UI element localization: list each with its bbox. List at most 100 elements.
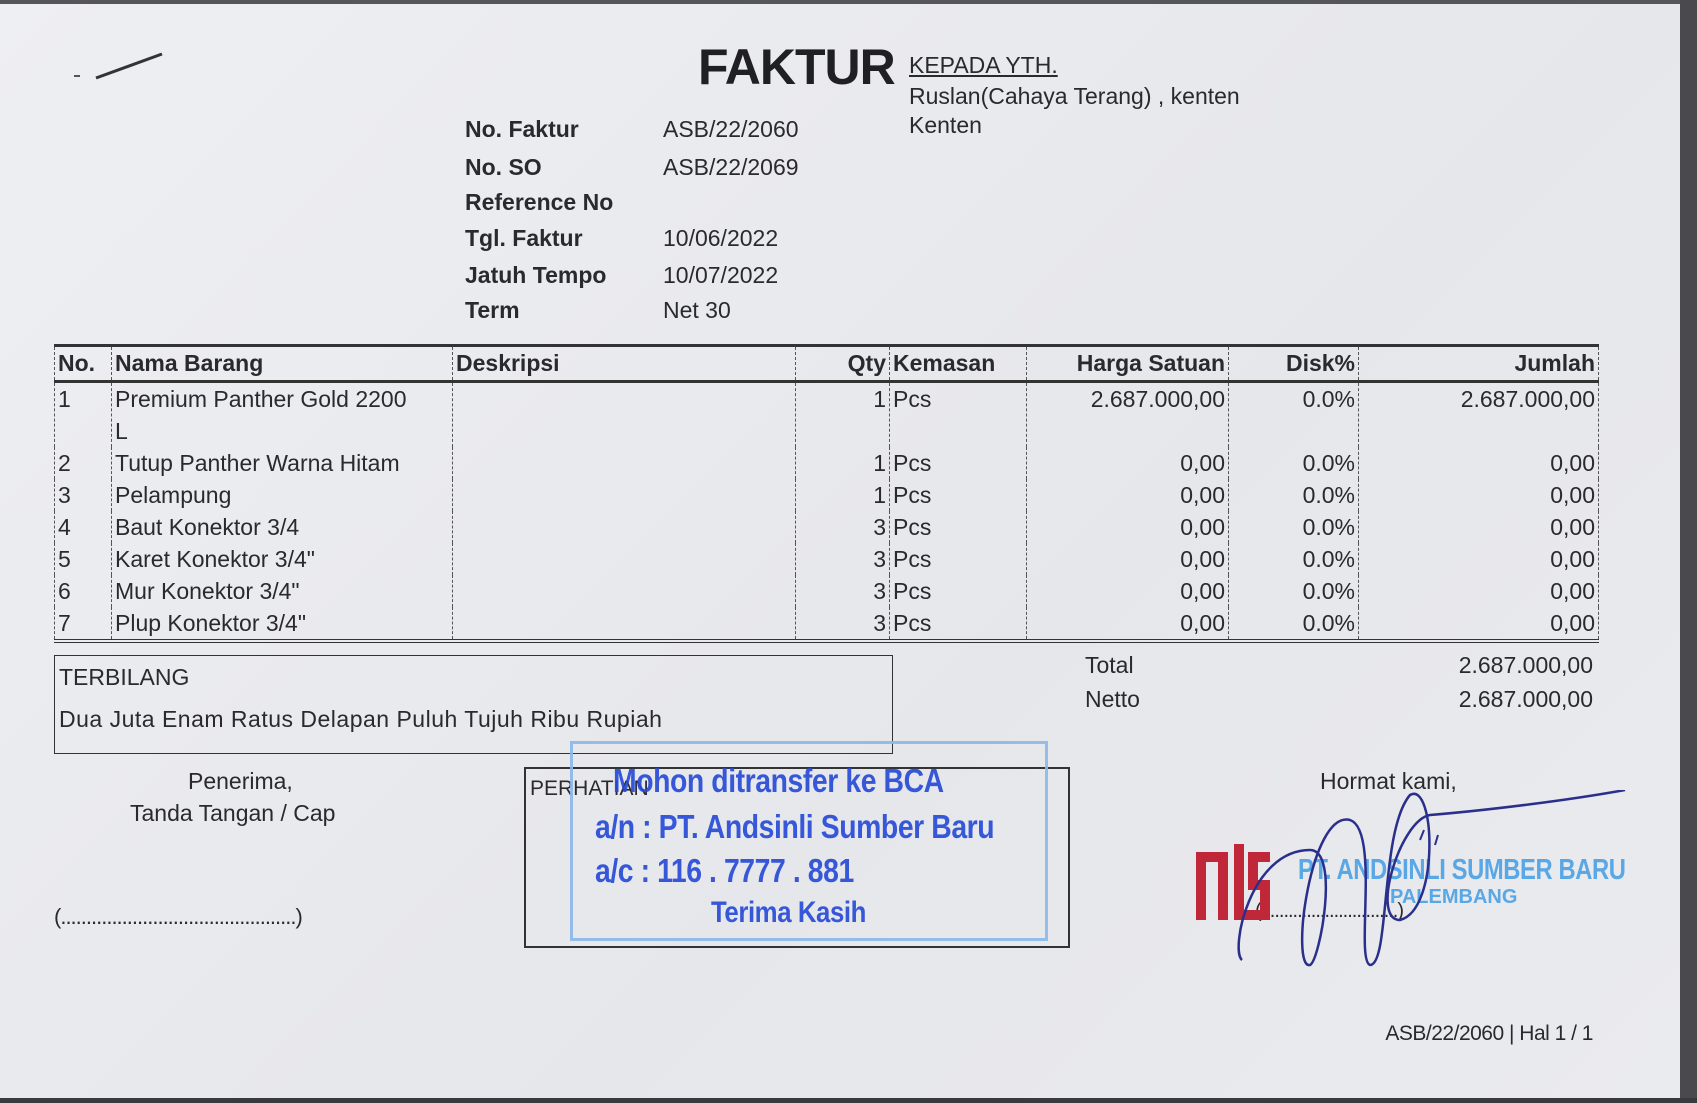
- cell-text: 0,00: [1550, 514, 1595, 540]
- meta-label: No. Faktur: [465, 116, 579, 142]
- cell-text: 3: [873, 514, 886, 540]
- total-value: 2.687.000,00: [1458, 652, 1593, 678]
- cell-price: 0,00: [1026, 543, 1229, 575]
- netto-value: 2.687.000,00: [1458, 686, 1593, 712]
- col-header: Deskripsi: [452, 344, 796, 383]
- notice-box: PERHATIAN: [524, 767, 1070, 948]
- sender-sign-line: (..............................): [1255, 900, 1404, 922]
- meta-value: ASB/22/2069: [663, 154, 799, 180]
- meta-label: No. SO: [465, 154, 542, 180]
- cell-desc: [452, 575, 796, 607]
- cell-total: 2.687.000,00: [1358, 381, 1599, 447]
- cell-text: 3: [873, 546, 886, 572]
- cell-text: Pcs: [893, 450, 932, 476]
- cell-text: Pcs: [893, 578, 932, 604]
- cell-text: 0,00: [1180, 610, 1225, 636]
- cell-price: 0,00: [1026, 479, 1229, 511]
- cell-text: 3: [58, 482, 71, 508]
- cell-disc: 0.0%: [1228, 607, 1359, 643]
- cell-text: 5: [58, 546, 71, 572]
- cell-name: Baut Konektor 3/4: [111, 511, 453, 543]
- cell-text: 0,00: [1550, 578, 1595, 604]
- col-header: Disk%: [1228, 344, 1359, 383]
- cell-disc: 0.0%: [1228, 381, 1359, 447]
- cell-total: 0,00: [1358, 447, 1599, 479]
- cell-price: 0,00: [1026, 575, 1229, 607]
- cell-text: Mur Konektor 3/4": [115, 578, 300, 604]
- pen-mark: [74, 52, 163, 80]
- recipient-line1: Ruslan(Cahaya Terang) , kenten: [909, 83, 1240, 109]
- cell-total: 0,00: [1358, 607, 1599, 643]
- cell-text: 0.0%: [1302, 386, 1355, 412]
- cell-no: 1: [54, 381, 112, 447]
- table-row: 5 Karet Konektor 3/4" 3 Pcs 0,00 0.0% 0,00: [54, 543, 1599, 575]
- table-row: 1 Premium Panther Gold 2200 L 1 Pcs 2.687.000…: [54, 381, 1599, 447]
- cell-text: 2.687.000,00: [1460, 386, 1595, 412]
- cell-price: 0,00: [1026, 607, 1229, 643]
- als-logo-icon: [1196, 844, 1270, 920]
- netto-label: Netto: [1085, 686, 1140, 712]
- cell-text: Pcs: [893, 610, 932, 636]
- cell-text: 0.0%: [1302, 450, 1355, 476]
- stamp-account-name: a/n : PT. Andsinli Sumber Baru: [595, 808, 995, 845]
- items-table: No. Nama Barang Deskripsi Qty Kemasan Ha…: [54, 344, 1599, 643]
- cell-text: 0,00: [1180, 546, 1225, 572]
- cell-text: 0,00: [1550, 450, 1595, 476]
- cell-text: 3: [873, 610, 886, 636]
- cell-total: 0,00: [1358, 479, 1599, 511]
- scan-edge-bottom: [0, 1098, 1697, 1103]
- cell-text: Pcs: [893, 386, 932, 412]
- cell-text: 1: [58, 386, 71, 412]
- col-header: Nama Barang: [111, 344, 453, 383]
- bank-transfer-stamp: Mohon ditransfer ke BCA a/n : PT. Andsin…: [570, 741, 1048, 941]
- cell-qty: 1: [795, 381, 890, 447]
- cell-text: Tutup Panther Warna Hitam: [115, 450, 400, 476]
- stamp-account-number: a/c : 116 . 7777 . 881: [595, 852, 854, 889]
- col-header: Kemasan: [889, 344, 1027, 383]
- cell-name: Plup Konektor 3/4": [111, 607, 453, 643]
- cell-text: Karet Konektor 3/4": [115, 546, 315, 572]
- cell-text: Pcs: [893, 482, 932, 508]
- cell-desc: [452, 511, 796, 543]
- cell-disc: 0.0%: [1228, 543, 1359, 575]
- cell-text: 6: [58, 578, 71, 604]
- cell-text: 3: [873, 578, 886, 604]
- scan-edge-right: [1680, 0, 1697, 1103]
- cell-disc: 0.0%: [1228, 575, 1359, 607]
- table-row: 3 Pelampung 1 Pcs 0,00 0.0% 0,00: [54, 479, 1599, 511]
- meta-value: 10/07/2022: [663, 262, 779, 288]
- cell-price: 2.687.000,00: [1026, 381, 1229, 447]
- cell-total: 0,00: [1358, 543, 1599, 575]
- cell-no: 4: [54, 511, 112, 543]
- stamp-thanks: Terima Kasih: [711, 896, 866, 929]
- col-header: Jumlah: [1358, 344, 1599, 383]
- cell-no: 2: [54, 447, 112, 479]
- cell-text: Pelampung: [115, 482, 232, 508]
- cell-name: Karet Konektor 3/4": [111, 543, 453, 575]
- cell-no: 7: [54, 607, 112, 643]
- meta-label: Reference No: [465, 189, 614, 215]
- cell-text: Baut Konektor 3/4: [115, 514, 300, 540]
- cell-text: 0.0%: [1302, 482, 1355, 508]
- cell-qty: 3: [795, 607, 890, 643]
- cell-qty: 3: [795, 575, 890, 607]
- meta-value: ASB/22/2060: [663, 116, 799, 142]
- receiver-sign-caption: Tanda Tangan / Cap: [130, 800, 336, 826]
- cell-text: 2.687.000,00: [1090, 386, 1225, 412]
- cell-text: 1: [873, 386, 886, 412]
- cell-disc: 0.0%: [1228, 479, 1359, 511]
- cell-price: 0,00: [1026, 447, 1229, 479]
- cell-desc: [452, 381, 796, 447]
- notice-label: PERHATIAN: [530, 777, 649, 800]
- scan-edge-top: [0, 0, 1697, 4]
- cell-unit: Pcs: [889, 511, 1027, 543]
- cell-unit: Pcs: [889, 381, 1027, 447]
- handwritten-signature: [1237, 790, 1626, 967]
- document-title: FAKTUR: [698, 39, 896, 95]
- cell-total: 0,00: [1358, 511, 1599, 543]
- cell-disc: 0.0%: [1228, 447, 1359, 479]
- cell-text: 0.0%: [1302, 578, 1355, 604]
- table-row: 2 Tutup Panther Warna Hitam 1 Pcs 0,00 0.0% 0,…: [54, 447, 1599, 479]
- sender-greeting: Hormat kami,: [1320, 768, 1457, 794]
- meta-label: Tgl. Faktur: [465, 225, 583, 251]
